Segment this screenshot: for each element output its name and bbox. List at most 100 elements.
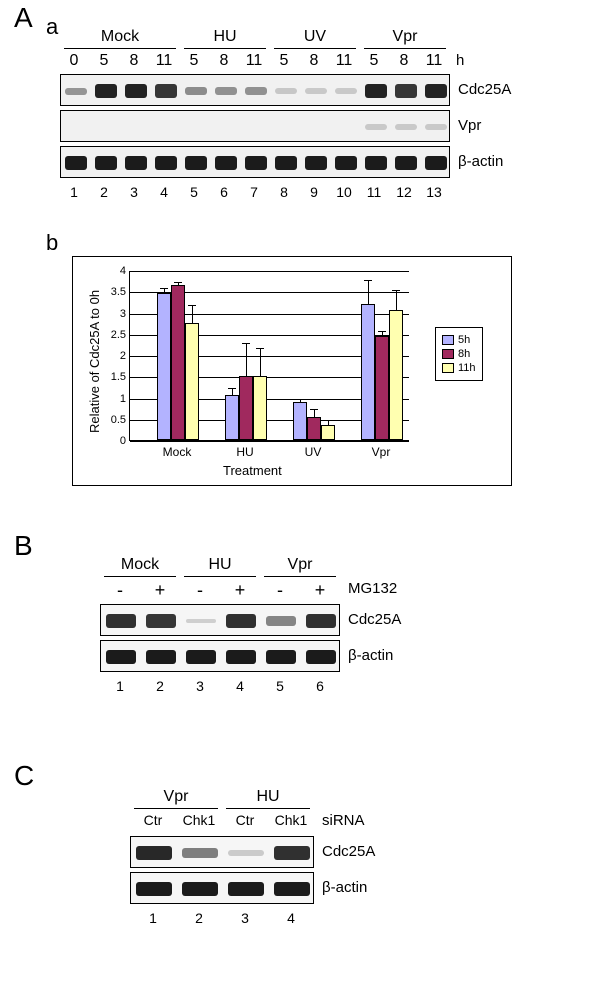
time-label: 5 (360, 52, 388, 70)
lane-number: 11 (360, 184, 388, 200)
band (136, 846, 172, 860)
group-label: Vpr (130, 788, 222, 806)
group-label: UV (270, 28, 360, 46)
x-tick-label: Vpr (360, 445, 402, 459)
error-cap (364, 280, 372, 281)
blot-row (100, 604, 340, 636)
lane-header: + (140, 580, 180, 601)
band (65, 88, 87, 95)
error-cap (378, 331, 386, 332)
lane-number: 9 (300, 184, 328, 200)
lane-number: 8 (270, 184, 298, 200)
lane-number: 3 (222, 910, 268, 926)
band (395, 84, 417, 97)
lane-number: 5 (180, 184, 208, 200)
time-label: 11 (330, 52, 358, 70)
lane-number: 6 (300, 678, 340, 694)
panel-letter-b-lower: b (46, 230, 58, 256)
legend-swatch (442, 363, 454, 373)
group-underline (274, 48, 356, 49)
lane-number: 12 (390, 184, 418, 200)
bar (307, 417, 321, 440)
x-tick-label: Mock (156, 445, 198, 459)
error-bar (246, 344, 247, 376)
blot-row-label: Cdc25A (458, 81, 511, 98)
lane-number: 1 (130, 910, 176, 926)
bar (375, 336, 389, 440)
panel-letter-b-upper: B (14, 530, 33, 562)
blot-row-label: β-actin (458, 153, 503, 170)
y-axis-label: Relative of Cdc25A to 0h (87, 290, 102, 433)
error-bar (192, 306, 193, 323)
band (106, 650, 136, 664)
error-cap (310, 409, 318, 410)
time-label: 8 (390, 52, 418, 70)
error-cap (324, 420, 332, 421)
lane-number: 4 (220, 678, 260, 694)
error-cap (188, 305, 196, 306)
time-label: 0 (60, 52, 88, 70)
band (186, 650, 216, 664)
y-tick-label: 4 (120, 265, 130, 277)
error-bar (314, 410, 315, 416)
bar (239, 376, 253, 440)
band (95, 84, 117, 98)
lane-header: - (260, 580, 300, 601)
band (274, 882, 310, 896)
lane-number: 2 (176, 910, 222, 926)
header-label: MG132 (348, 580, 397, 597)
blot-row (60, 146, 450, 178)
blot-row (60, 110, 450, 142)
error-cap (296, 399, 304, 400)
blot-row-label: Cdc25A (348, 611, 401, 628)
error-bar (368, 281, 369, 304)
band (155, 156, 177, 170)
y-tick-label: 0.5 (111, 414, 130, 426)
band (182, 882, 218, 896)
error-bar (260, 349, 261, 377)
blot-row (100, 640, 340, 672)
y-tick-label: 2.5 (111, 329, 130, 341)
band (266, 616, 296, 626)
lane-number: 4 (150, 184, 178, 200)
legend-item: 11h (442, 362, 476, 374)
legend-label: 5h (458, 334, 470, 346)
time-label: 5 (90, 52, 118, 70)
legend-label: 11h (458, 362, 476, 374)
blot-row-label: Cdc25A (322, 843, 375, 860)
bar (185, 323, 199, 440)
band (306, 614, 336, 628)
band (186, 619, 216, 623)
blot-row-label: β-actin (348, 647, 393, 664)
lane-header: + (220, 580, 260, 601)
blot-row-label: β-actin (322, 879, 367, 896)
legend: 5h8h11h (435, 327, 483, 381)
group-label: HU (180, 556, 260, 574)
band (306, 650, 336, 664)
error-bar (382, 332, 383, 336)
gridline (130, 271, 409, 272)
lane-header: Chk1 (268, 812, 314, 828)
lane-number: 1 (100, 678, 140, 694)
lane-header: - (180, 580, 220, 601)
error-cap (392, 290, 400, 291)
band (425, 84, 447, 98)
hours-label: h (456, 52, 464, 69)
y-tick-label: 1 (120, 393, 130, 405)
y-tick-label: 1.5 (111, 371, 130, 383)
band (226, 614, 256, 628)
lane-header: - (100, 580, 140, 601)
band (275, 88, 297, 94)
error-cap (174, 282, 182, 283)
band (228, 850, 264, 856)
lane-number: 3 (180, 678, 220, 694)
group-underline (134, 808, 218, 809)
blot-row (60, 74, 450, 106)
band (146, 650, 176, 664)
group-label: Mock (100, 556, 180, 574)
band (365, 156, 387, 170)
error-bar (300, 400, 301, 402)
y-tick-label: 2 (120, 350, 130, 362)
panel-letter-a-lower: a (46, 14, 58, 40)
lane-header: Ctr (130, 812, 176, 828)
